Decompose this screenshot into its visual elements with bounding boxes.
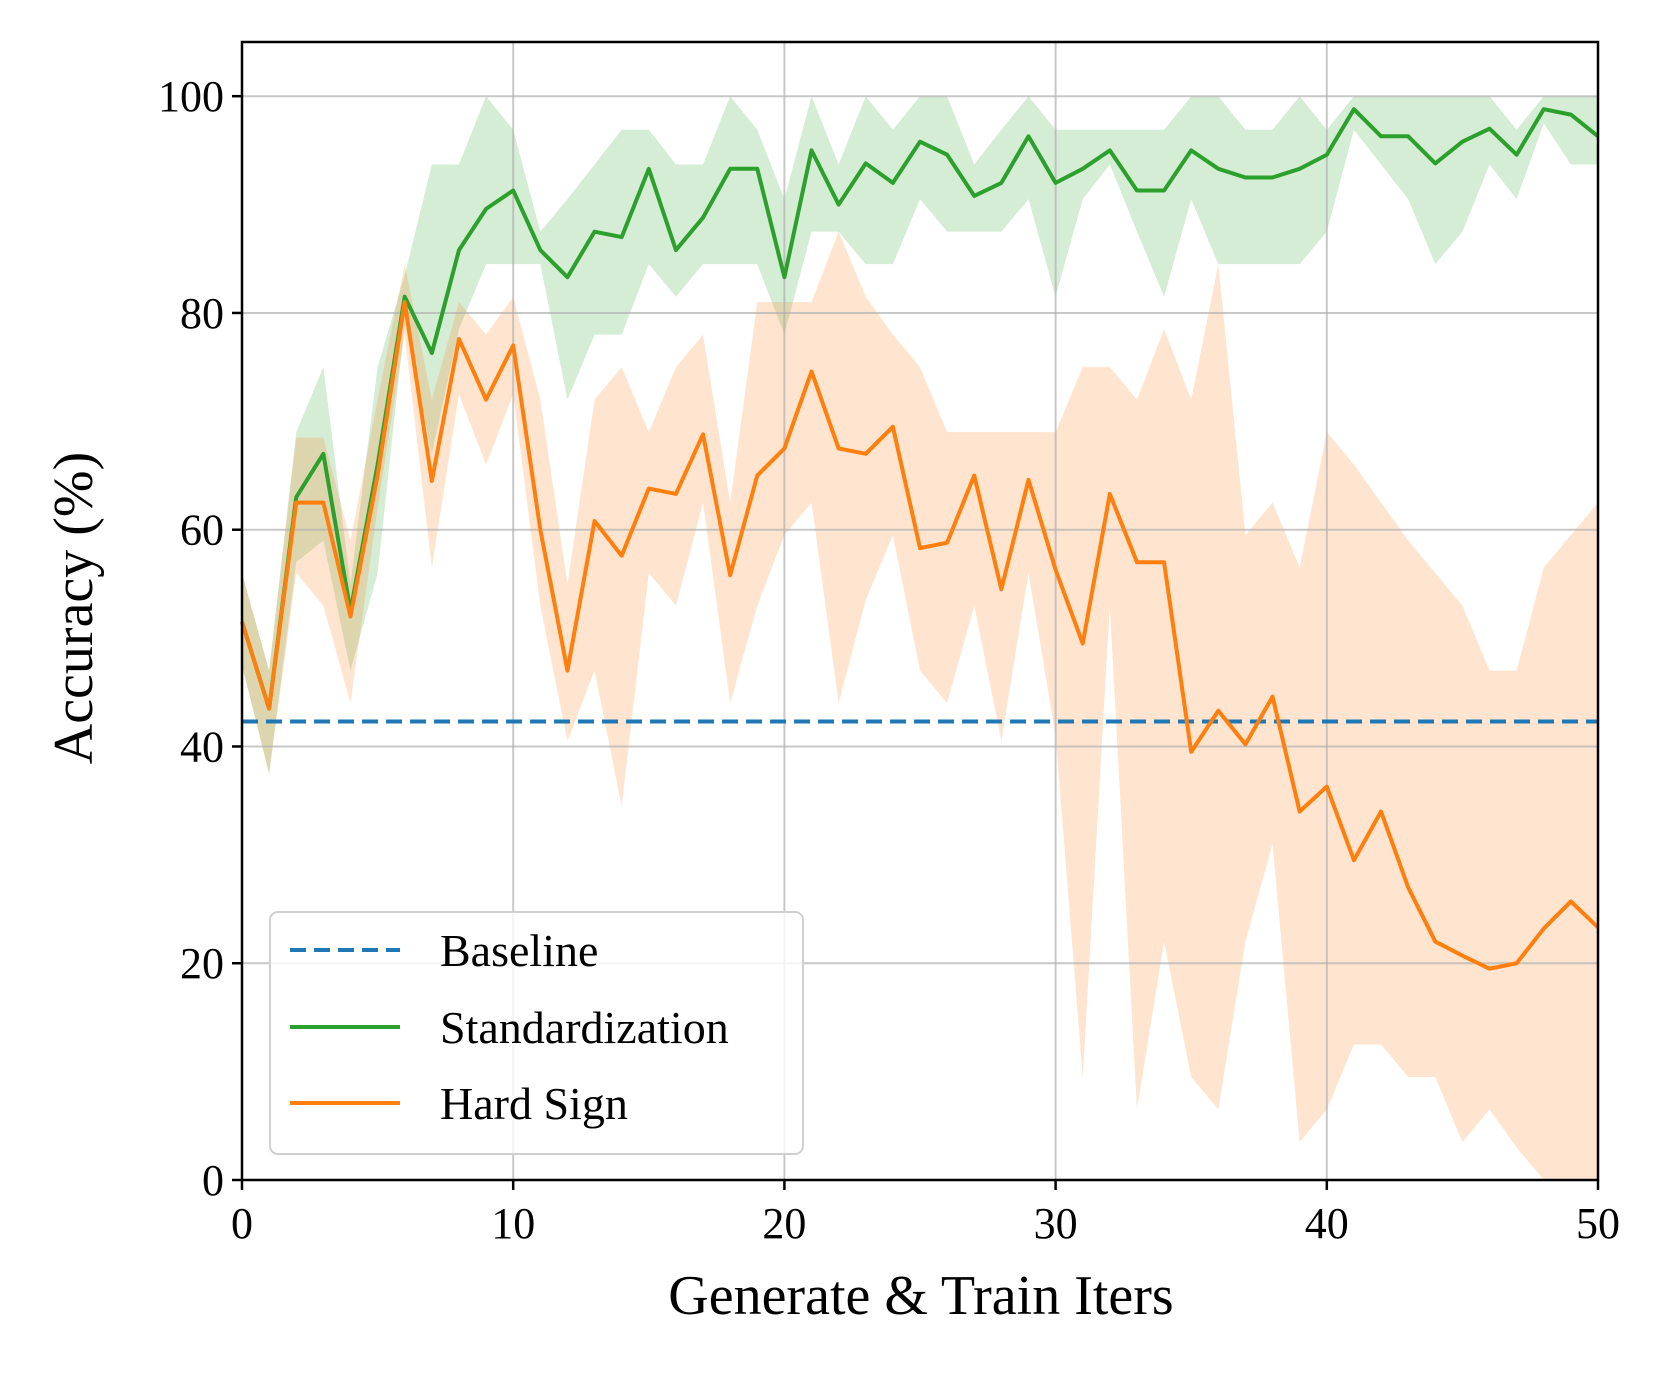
series-lines (240, 107, 1600, 971)
x-tick-label-0: 0 (231, 1199, 253, 1248)
y-tick-label-80: 80 (180, 289, 224, 338)
x-tick-label-30: 30 (1034, 1199, 1078, 1248)
legend-hard-sign-label: Hard Sign (440, 1078, 628, 1129)
band-standardization (242, 96, 1598, 774)
legend-frame (269, 911, 804, 1155)
line-hard-sign (240, 300, 1600, 971)
x-tick-label-40: 40 (1305, 1199, 1349, 1248)
tick-labels: 0 10 20 30 40 50 0 20 40 60 80 100 (158, 72, 1620, 1248)
x-tick-label-10: 10 (491, 1199, 535, 1248)
x-tick-label-20: 20 (762, 1199, 806, 1248)
x-tick-label-50: 50 (1576, 1199, 1620, 1248)
y-tick-label-40: 40 (180, 722, 224, 771)
y-axis-label: Accuracy (%) (43, 452, 105, 764)
y-tick-label-60: 60 (180, 506, 224, 555)
legend-standardization-label: Standardization (440, 1002, 729, 1053)
legend-baseline-label: Baseline (440, 925, 598, 976)
x-axis-label: Generate & Train Iters (668, 1265, 1173, 1327)
y-tick-label-20: 20 (180, 939, 224, 988)
line-standardization (240, 107, 1600, 711)
axes (232, 40, 1600, 1190)
y-tick-label-100: 100 (158, 72, 224, 121)
legend: Baseline Standardization Hard Sign (269, 911, 804, 1155)
plot-frame (240, 40, 1600, 1182)
y-tick-label-0: 0 (202, 1156, 224, 1205)
